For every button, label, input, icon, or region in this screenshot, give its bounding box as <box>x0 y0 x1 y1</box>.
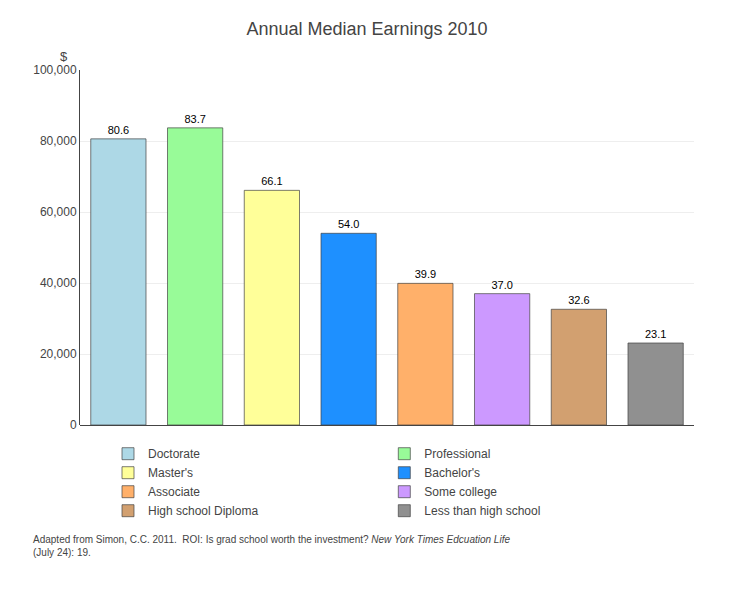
svg-text:$: $ <box>60 49 68 64</box>
svg-text:Master's: Master's <box>148 466 193 480</box>
svg-text:66.1: 66.1 <box>261 175 282 187</box>
svg-text:Annual Median Earnings 2010: Annual Median Earnings 2010 <box>246 19 487 39</box>
svg-text:0: 0 <box>70 418 77 432</box>
svg-text:Adapted from Simon, C.C. 2011.: Adapted from Simon, C.C. 2011. ROI: Is g… <box>33 534 510 558</box>
svg-text:Doctorate: Doctorate <box>148 447 200 461</box>
svg-text:80,000: 80,000 <box>40 134 77 148</box>
svg-text:39.9: 39.9 <box>415 268 436 280</box>
svg-text:60,000: 60,000 <box>40 205 77 219</box>
svg-text:Some college: Some college <box>424 485 497 499</box>
svg-text:37.0: 37.0 <box>491 279 512 291</box>
svg-text:Less than high school: Less than high school <box>424 504 540 518</box>
svg-text:Bachelor's: Bachelor's <box>424 466 480 480</box>
svg-text:32.6: 32.6 <box>568 294 589 306</box>
svg-text:40,000: 40,000 <box>40 276 77 290</box>
svg-text:54.0: 54.0 <box>338 218 359 230</box>
svg-text:High school Diploma: High school Diploma <box>148 504 258 518</box>
svg-text:Associate: Associate <box>148 485 200 499</box>
svg-text:Professional: Professional <box>424 447 490 461</box>
svg-text:23.1: 23.1 <box>645 328 666 340</box>
svg-text:100,000: 100,000 <box>33 63 77 77</box>
svg-text:80.6: 80.6 <box>108 124 129 136</box>
svg-text:83.7: 83.7 <box>184 113 205 125</box>
svg-text:20,000: 20,000 <box>40 347 77 361</box>
